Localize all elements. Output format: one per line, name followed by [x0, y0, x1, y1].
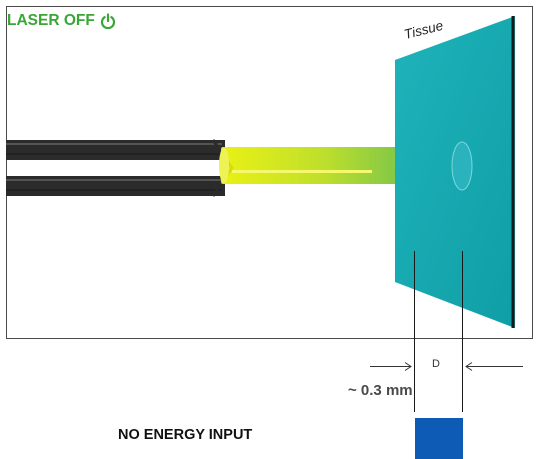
gap-label: D — [432, 358, 440, 370]
arrow-right — [370, 362, 412, 371]
energy-label: NO ENERGY INPUT — [118, 427, 253, 443]
power-icon — [100, 13, 115, 29]
energy-indicator — [415, 418, 463, 459]
laser-status-label: LASER OFF — [7, 12, 95, 30]
distance-label: ~ 0.3 mm — [348, 382, 413, 399]
laser-status: LASER OFF — [7, 13, 116, 29]
tissue-spot — [451, 141, 473, 191]
fiber-tip — [219, 147, 409, 184]
arrow-left — [465, 362, 523, 371]
tissue-plane — [395, 16, 515, 328]
fiber-jacket — [6, 139, 234, 197]
